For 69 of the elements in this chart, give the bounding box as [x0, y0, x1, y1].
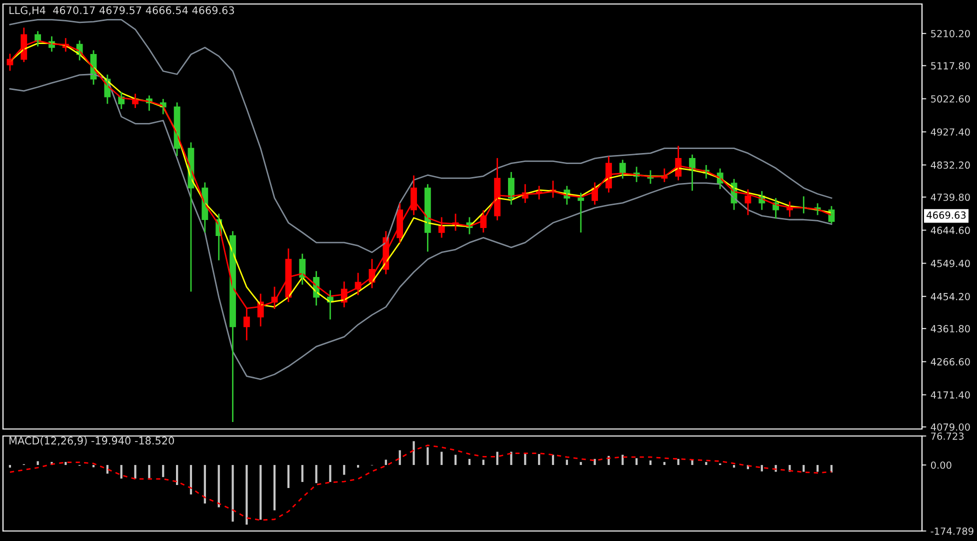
bar — [218, 464, 220, 508]
bar — [552, 454, 554, 465]
y-tick-label: 76.723 — [931, 432, 964, 440]
y-tick-label: 4739.80 — [930, 194, 970, 201]
bar — [496, 452, 498, 465]
line-series — [9, 18, 832, 254]
y-tick-label: 4927.40 — [930, 128, 970, 136]
bar — [190, 464, 192, 494]
bar — [426, 447, 429, 465]
y-tick-label: 4361.80 — [930, 325, 970, 332]
bar — [440, 452, 443, 465]
chart-title: LLG,H4 4670.17 4679.57 4666.54 4669.63 — [10, 6, 234, 16]
bar — [580, 462, 582, 465]
y-tick-label: 0.00 — [930, 461, 952, 469]
bar — [524, 454, 526, 465]
y-tick-label: 4171.40 — [930, 391, 970, 399]
bar — [232, 464, 234, 522]
bar — [705, 462, 708, 465]
bar — [260, 464, 262, 520]
bar — [357, 464, 360, 468]
bar — [176, 464, 178, 485]
bar — [315, 464, 318, 484]
bar — [120, 464, 122, 479]
bar — [482, 460, 484, 465]
bar — [162, 464, 164, 478]
bar — [622, 454, 624, 465]
bar — [329, 464, 332, 482]
bar — [134, 464, 136, 479]
bar — [636, 458, 638, 465]
y-tick-label: 4832.20 — [930, 161, 970, 169]
line-series — [9, 74, 832, 380]
bar — [343, 464, 346, 475]
bar — [510, 452, 512, 465]
y-tick-label: 5117.80 — [931, 62, 970, 70]
bar — [36, 461, 39, 465]
y-tick-label: -174.789 — [930, 527, 974, 535]
bar — [594, 458, 596, 465]
bar — [677, 458, 680, 465]
bar — [204, 464, 206, 504]
bar — [649, 460, 652, 465]
bar — [287, 464, 290, 488]
bar — [760, 464, 763, 472]
bar — [8, 464, 12, 468]
bar — [148, 464, 150, 478]
bar — [384, 460, 387, 465]
bar — [732, 464, 736, 468]
bar — [816, 464, 819, 472]
bar — [246, 464, 248, 525]
bar — [454, 454, 457, 465]
bar — [273, 464, 276, 510]
y-tick-label: 4549.40 — [930, 260, 970, 268]
bar — [412, 441, 415, 465]
bar — [301, 464, 304, 482]
bar — [398, 450, 401, 465]
y-tick-label: 5022.60 — [931, 95, 970, 103]
bar — [566, 460, 568, 465]
y-tick-label: 4454.20 — [930, 292, 970, 300]
bar — [802, 464, 805, 472]
chart-title: MACD(12,26,9) -19.940 -18.520 — [10, 436, 174, 446]
bar — [538, 454, 540, 465]
bar — [64, 462, 67, 465]
y-tick-label: 4266.60 — [930, 358, 970, 366]
y-tick-label: 4079.00 — [930, 423, 970, 431]
line-series — [9, 444, 832, 521]
text: 4669.63 — [926, 211, 966, 219]
bar — [468, 458, 471, 465]
bar — [663, 462, 666, 465]
y-tick-label: 4644.60 — [930, 226, 970, 234]
y-tick-label: 5210.20 — [931, 30, 970, 38]
